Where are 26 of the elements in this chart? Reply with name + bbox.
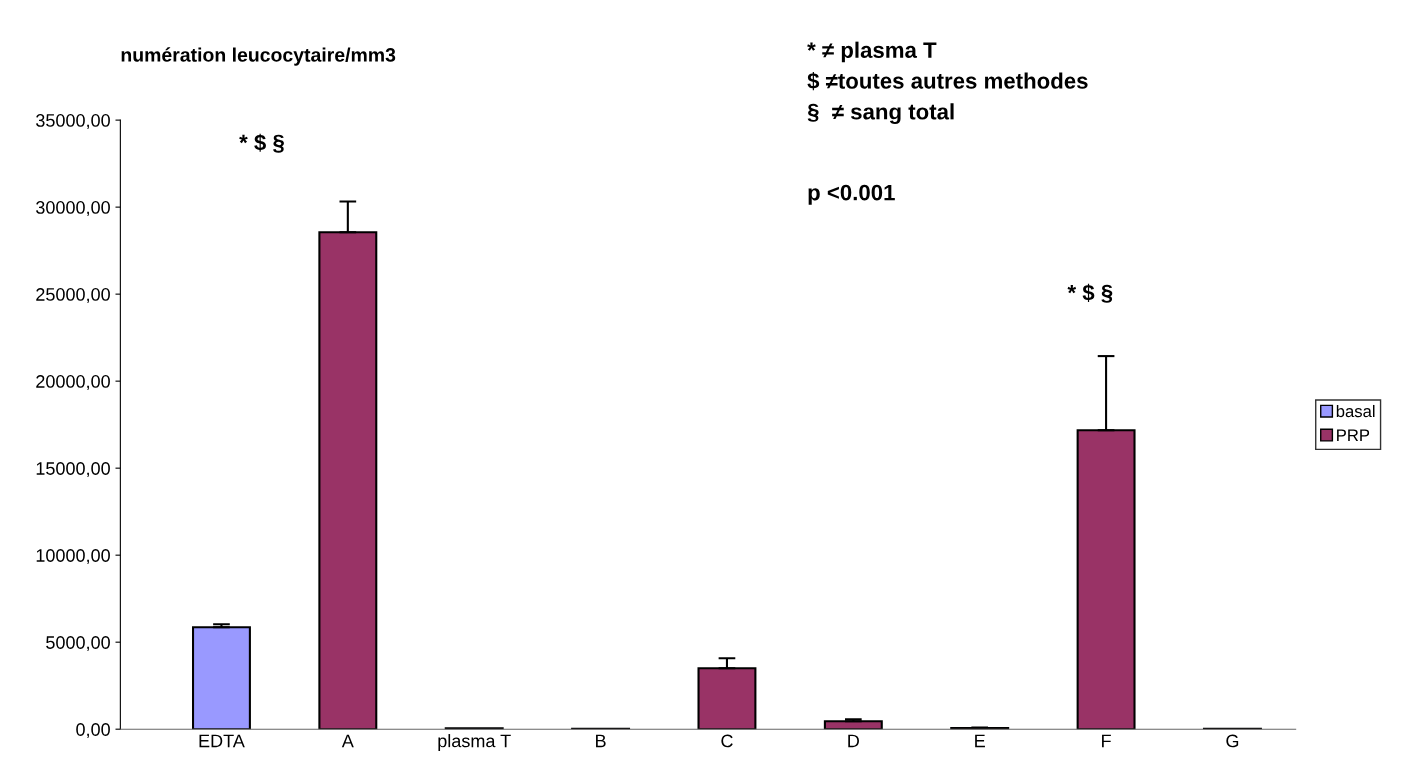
text: $ ≠toutes autres methodes — [807, 72, 1088, 91]
legend-label: basal — [1336, 404, 1375, 418]
y-tick-label: 5000,00 — [46, 636, 110, 652]
annotation: § ≠ sang total — [807, 103, 954, 125]
y-tick-label: 0,00 — [76, 723, 110, 739]
annotation: p <0.001 — [808, 184, 895, 205]
x-tick-label: C — [721, 734, 733, 748]
text: * ≠ plasma T — [807, 41, 937, 63]
y-tick-label: 10000,00 — [36, 549, 110, 565]
x-tick-label: D — [848, 734, 859, 748]
y-tick-label: 15000,00 — [36, 462, 110, 478]
x-tick-label: EDTA — [199, 734, 245, 748]
x-tick-label: G — [1226, 734, 1239, 748]
y-tick-label: 35000,00 — [36, 114, 110, 129]
annotation: * $ § — [239, 133, 284, 153]
annotation: * $ § — [1067, 283, 1113, 303]
y-tick-label: 30000,00 — [36, 201, 110, 216]
chart-title: numération leucocytaire/mm3 — [121, 47, 396, 66]
legend-label: PRP — [1337, 429, 1370, 441]
x-tick-label: F — [1102, 734, 1111, 748]
y-tick-label: 20000,00 — [36, 375, 110, 390]
y-tick-label: 25000,00 — [36, 288, 110, 303]
x-tick-label: A — [341, 734, 354, 748]
x-tick-label: E — [975, 734, 985, 748]
x-tick-label: plasma T — [438, 734, 511, 751]
x-tick-label: B — [596, 734, 606, 748]
